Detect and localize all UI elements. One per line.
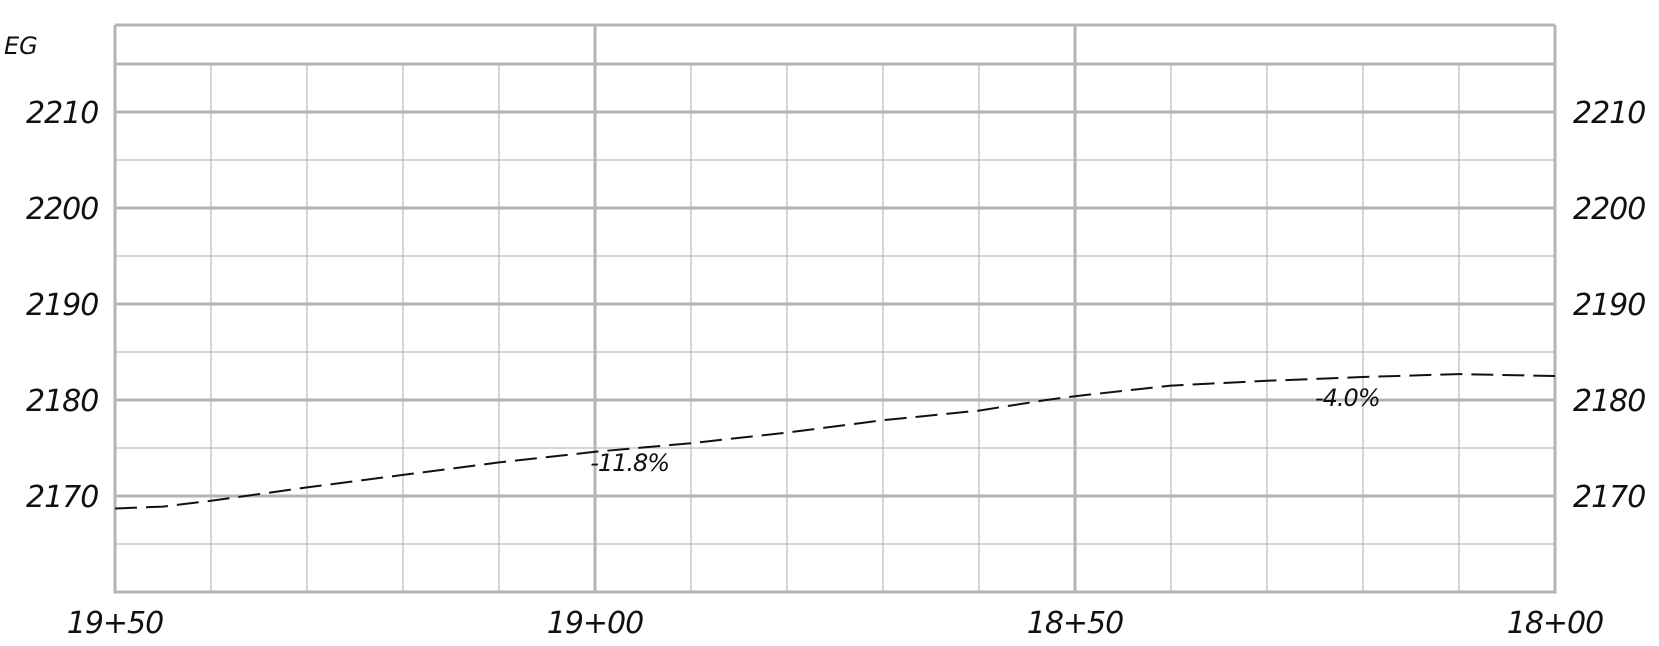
x-tick-label: 19+00 bbox=[547, 606, 643, 641]
grid bbox=[113, 23, 1557, 594]
y-tick-label-right: 2210 bbox=[1573, 96, 1645, 131]
x-tick-label: 18+50 bbox=[1027, 606, 1123, 641]
y-tick-label-left: 2190 bbox=[26, 288, 98, 323]
plot-border bbox=[113, 62, 1557, 594]
series-group bbox=[114, 373, 1556, 510]
grade-annotation: -4.0% bbox=[1315, 384, 1380, 412]
y-tick-label-left: 2170 bbox=[26, 480, 98, 515]
series-line bbox=[114, 373, 1556, 510]
x-tick-label: 19+50 bbox=[67, 606, 163, 641]
y-tick-label-right: 2170 bbox=[1573, 480, 1645, 515]
y-tick-label-left: 2210 bbox=[26, 96, 98, 131]
grade-annotation: -11.8% bbox=[590, 449, 669, 477]
y-tick-label-right: 2180 bbox=[1573, 384, 1645, 419]
x-tick-label: 18+00 bbox=[1507, 606, 1603, 641]
y-tick-label-left: 2200 bbox=[26, 192, 98, 227]
labels-group: EG 2170 2170 2180 2180 2190 2190 2200 2200 2210 2… bbox=[4, 32, 1646, 641]
profile-label: EG bbox=[4, 32, 38, 60]
y-tick-label-right: 2200 bbox=[1573, 192, 1645, 227]
y-tick-label-right: 2190 bbox=[1573, 288, 1645, 323]
y-tick-label-left: 2180 bbox=[26, 384, 98, 419]
